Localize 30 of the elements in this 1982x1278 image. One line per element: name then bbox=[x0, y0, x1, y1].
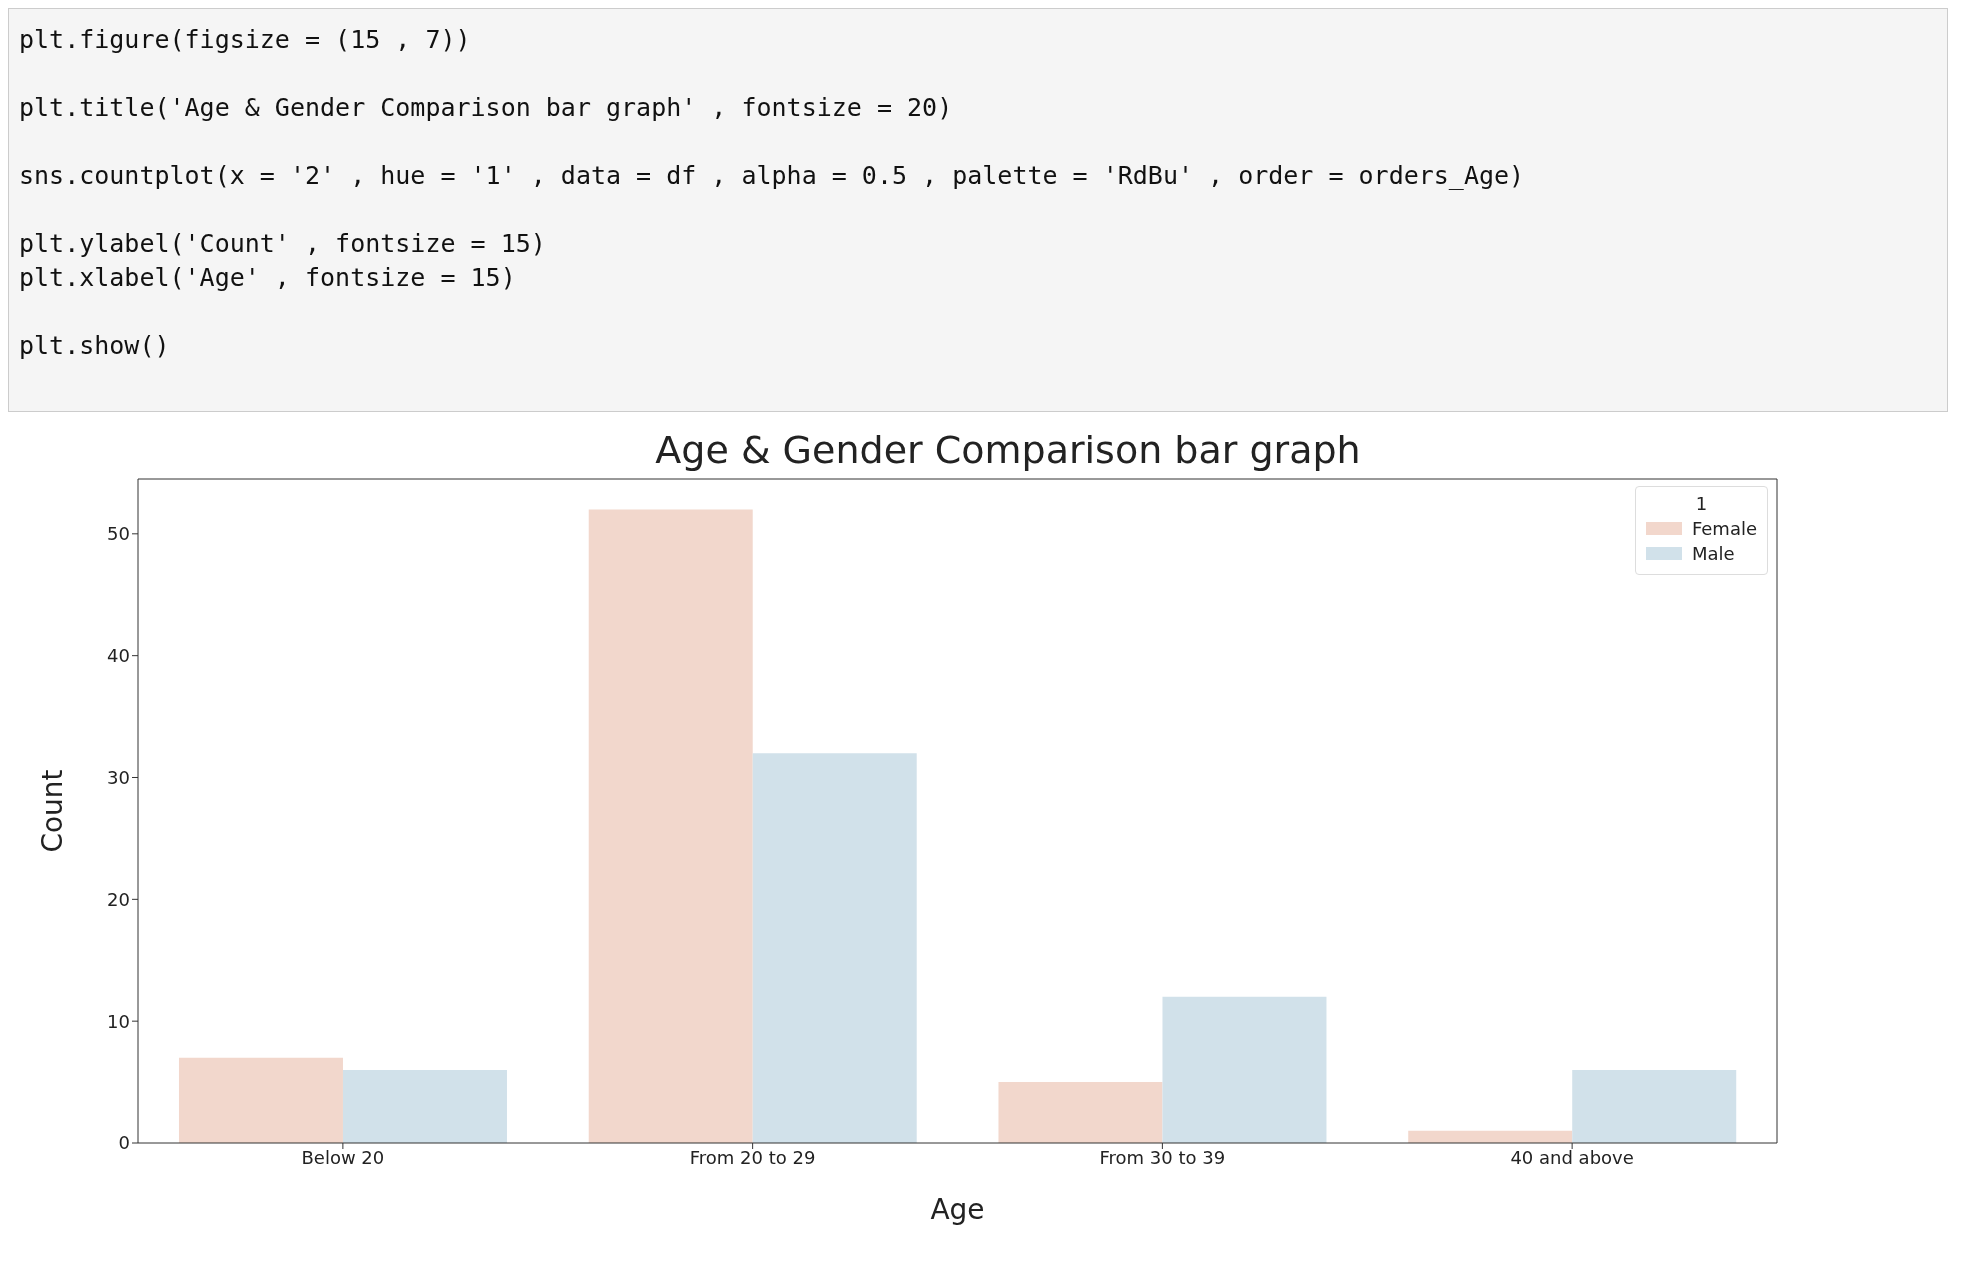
y-tick-label: 50 bbox=[107, 523, 130, 545]
x-tick-label: Below 20 bbox=[301, 1146, 385, 1168]
y-axis-title: Count bbox=[35, 769, 69, 853]
bar bbox=[1408, 1130, 1573, 1143]
y-tick-label: 0 bbox=[118, 1132, 130, 1154]
text: plt.figure(figsize = (15 , 7)) bbox=[19, 24, 472, 56]
bar bbox=[342, 1069, 507, 1143]
text: plt.show() bbox=[19, 330, 171, 362]
x-tick-label: From 20 to 29 bbox=[689, 1146, 816, 1168]
chart-title: Age & Gender Comparison bar graph bbox=[654, 428, 1362, 472]
x-tick-label: From 30 to 39 bbox=[1099, 1146, 1226, 1168]
bar bbox=[178, 1057, 343, 1143]
text: plt.title('Age & Gender Comparison bar graph' , fontsize = 20) bbox=[19, 92, 954, 124]
x-tick-label: 40 and above bbox=[1510, 1146, 1634, 1168]
text: plt.xlabel('Age' , fontsize = 15) bbox=[19, 262, 517, 294]
text: sns.countplot(x = '2' , hue = '1' , data = df , alpha = 0.5 , palette = 'RdBu' , order = orders_Age) bbox=[19, 160, 1526, 192]
legend-label: Female bbox=[1691, 518, 1757, 539]
y-tick-label: 30 bbox=[107, 766, 130, 788]
bar bbox=[588, 509, 753, 1143]
bar bbox=[752, 753, 917, 1143]
bar bbox=[998, 1082, 1163, 1143]
legend-label: Male bbox=[1691, 543, 1735, 564]
bar bbox=[1162, 996, 1327, 1143]
y-tick-label: 40 bbox=[107, 645, 130, 667]
bar bbox=[1572, 1069, 1737, 1143]
y-tick-label: 10 bbox=[107, 1010, 130, 1032]
x-axis-title: Age bbox=[930, 1193, 985, 1226]
legend-title: 1 bbox=[1694, 493, 1709, 514]
text: plt.ylabel('Count' , fontsize = 15) bbox=[19, 228, 547, 260]
y-tick-label: 20 bbox=[107, 888, 130, 910]
